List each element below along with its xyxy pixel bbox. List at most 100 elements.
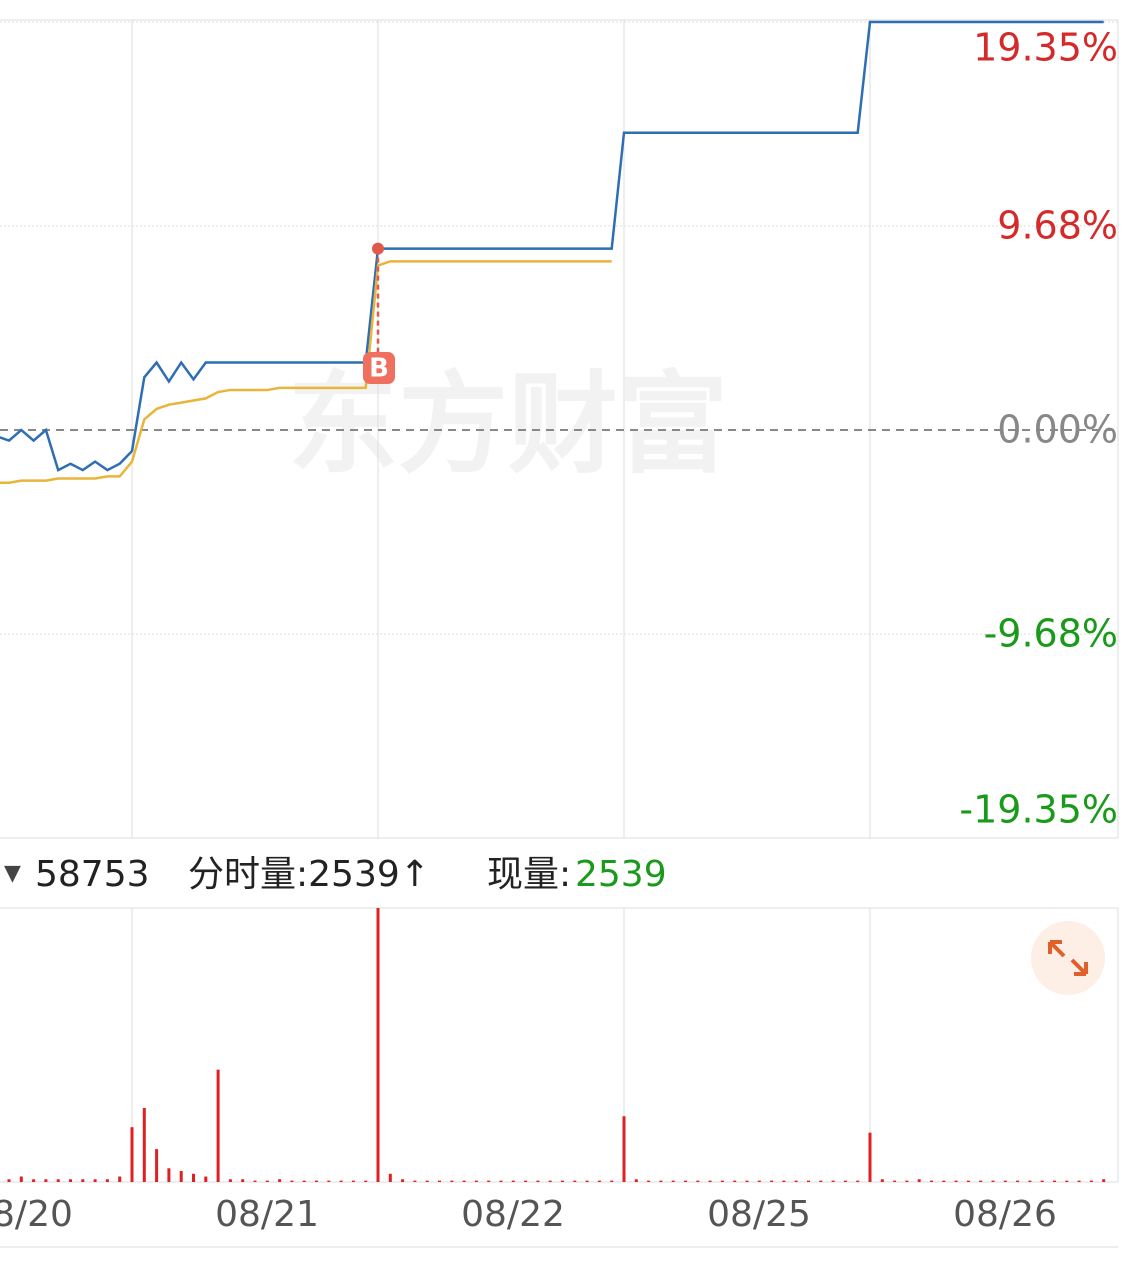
volume-bar xyxy=(265,1180,269,1182)
volume-bar xyxy=(7,1179,11,1182)
volume-bar xyxy=(105,1179,109,1182)
price-line xyxy=(0,20,1104,472)
watermark: 东方财富 xyxy=(288,360,728,488)
volume-bar xyxy=(19,1176,23,1182)
volume-bar xyxy=(782,1180,786,1182)
volume-bar xyxy=(351,1180,355,1182)
y-tick-label: 19.35% xyxy=(973,26,1118,70)
volume-bar xyxy=(118,1176,122,1182)
volume-bar xyxy=(425,1180,429,1182)
volume-bar xyxy=(167,1168,171,1182)
volume-bar xyxy=(733,1180,737,1182)
volume-bar xyxy=(278,1179,282,1182)
volume-bar xyxy=(548,1180,552,1182)
volume-bar xyxy=(610,1180,614,1182)
x-tick-label: 08/26 xyxy=(953,1194,1057,1235)
volume-bar xyxy=(979,1180,983,1182)
volume-bar xyxy=(880,1179,884,1182)
volume-bar xyxy=(474,1180,478,1182)
volume-bar xyxy=(1065,1180,1069,1182)
volume-bar xyxy=(1077,1180,1081,1182)
volume-bar xyxy=(1040,1180,1044,1182)
volume-bar xyxy=(561,1180,564,1182)
volume-bar xyxy=(1016,1180,1020,1182)
volume-bar xyxy=(327,1180,331,1182)
volume-bar xyxy=(659,1180,663,1182)
volume-bar xyxy=(966,1180,970,1182)
expand-icon[interactable] xyxy=(1048,940,1088,976)
volume-bar xyxy=(954,1180,958,1182)
volume-bar xyxy=(1089,1180,1093,1182)
y-tick-label: -9.68% xyxy=(984,612,1118,656)
marker-box xyxy=(363,352,395,384)
volume-bar xyxy=(597,1180,601,1182)
volume-bar xyxy=(179,1171,183,1182)
volume-bar xyxy=(216,1069,220,1182)
volume-bar xyxy=(339,1180,343,1182)
x-tick-label: 08/20 xyxy=(0,1194,73,1235)
volume-bar xyxy=(388,1173,392,1182)
volume-bar xyxy=(69,1179,72,1182)
volume-bar xyxy=(142,1108,146,1182)
marker-label: B xyxy=(369,354,389,384)
expand-button[interactable] xyxy=(1031,921,1105,995)
volume-bar xyxy=(438,1180,441,1182)
volume-bar xyxy=(1003,1180,1007,1182)
current-value: 2539 xyxy=(575,854,667,895)
volume-bar xyxy=(376,908,380,1182)
x-tick-label: 08/25 xyxy=(707,1194,811,1235)
volume-bar xyxy=(807,1180,810,1182)
volume-bar xyxy=(401,1179,405,1182)
volume-bar xyxy=(647,1180,651,1182)
volume-bar xyxy=(622,1116,626,1182)
volume-bar xyxy=(942,1180,946,1182)
volume-bar xyxy=(819,1180,823,1182)
volume-bar xyxy=(450,1180,454,1182)
volume-bar xyxy=(917,1179,921,1182)
volume-bar xyxy=(93,1179,97,1182)
minute-volume: 分时量:2539↑ xyxy=(188,854,430,895)
volume-bar xyxy=(524,1180,528,1182)
volume-bar xyxy=(81,1179,85,1182)
volume-bar xyxy=(671,1180,675,1182)
volume-bar xyxy=(130,1127,134,1182)
volume-bar xyxy=(930,1180,933,1182)
volume-bar xyxy=(770,1180,774,1182)
volume-bar xyxy=(794,1180,798,1182)
volume-bar xyxy=(364,1180,368,1182)
y-tick-label: -19.35% xyxy=(959,788,1118,832)
volume-bar xyxy=(302,1180,306,1182)
volume-bar xyxy=(634,1179,638,1182)
volume-bar xyxy=(499,1180,503,1182)
volume-bar xyxy=(536,1180,540,1182)
total-volume: 58753 xyxy=(35,854,150,895)
volume-bar xyxy=(757,1180,761,1182)
volume-bar xyxy=(585,1180,589,1182)
volume-header: ▼ 58753 分时量:2539↑ 现量: 2539 xyxy=(4,854,667,895)
expand-bg[interactable] xyxy=(1031,921,1105,995)
volume-bar xyxy=(56,1179,60,1182)
volume-bar xyxy=(155,1149,159,1182)
volume-bar xyxy=(905,1180,909,1182)
volume-bar xyxy=(32,1179,36,1182)
volume-bar xyxy=(1028,1180,1032,1182)
volume-bar xyxy=(462,1180,466,1182)
volume-bar xyxy=(856,1180,860,1182)
dropdown[interactable]: ▼ xyxy=(4,861,21,886)
volume-bar xyxy=(696,1180,700,1182)
price-line xyxy=(0,260,612,484)
volume-bar xyxy=(487,1180,491,1182)
volume-bar xyxy=(192,1173,195,1182)
volume-bar xyxy=(241,1179,245,1182)
y-tick-label: 0.00% xyxy=(997,408,1118,452)
volume-bar xyxy=(991,1180,995,1182)
volume-bar xyxy=(684,1180,687,1182)
x-tick-label: 08/22 xyxy=(461,1194,565,1235)
volume-bar xyxy=(720,1180,724,1182)
volume-bar xyxy=(315,1180,318,1182)
volume-bar xyxy=(44,1179,48,1182)
x-tick-label: 08/21 xyxy=(215,1194,319,1235)
volume-bar xyxy=(868,1132,872,1182)
